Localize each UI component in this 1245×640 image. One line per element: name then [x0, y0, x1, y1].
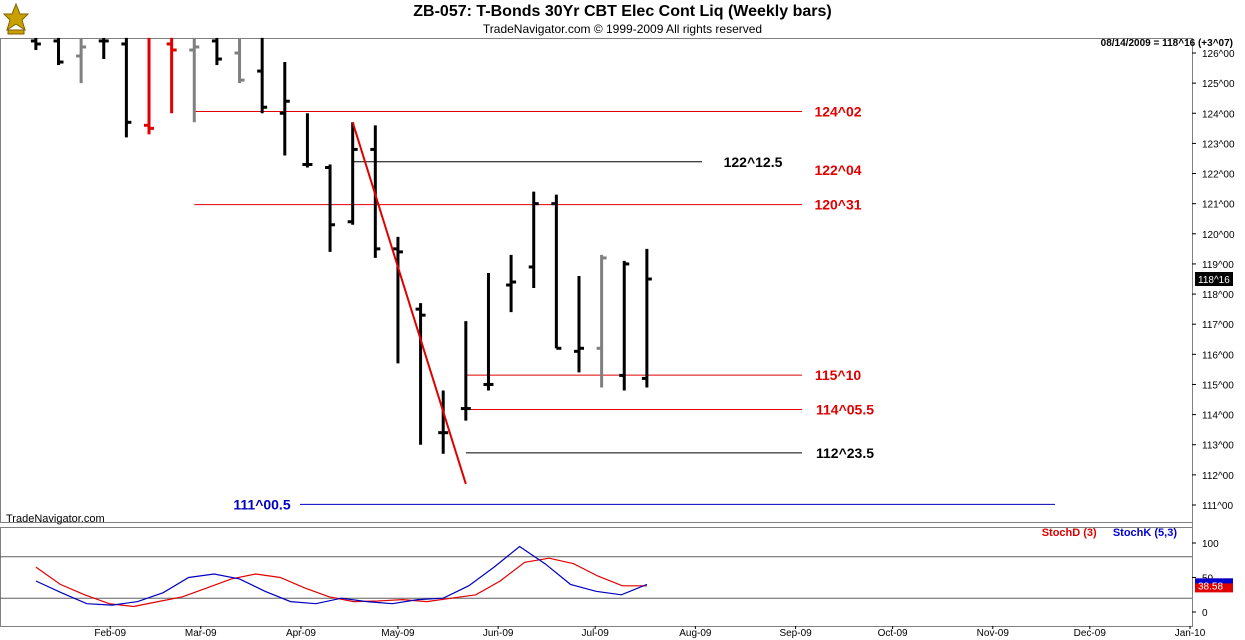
stoch-k-legend: StochK (5,3)	[1112, 527, 1177, 539]
tradenavigator-logo-icon	[2, 2, 30, 41]
ohlc-bars	[30, 37, 652, 454]
stoch-last-tag-top	[1195, 578, 1233, 584]
price-y-tick-label: 111^00	[1202, 501, 1233, 512]
level-label: 122^12.5	[724, 154, 783, 170]
x-tick-label: Feb-09	[94, 628, 126, 639]
price-y-tick-label: 115^00	[1202, 380, 1234, 391]
level-label: 122^04	[814, 162, 861, 178]
ohlc-bar	[279, 62, 290, 156]
level-label: 111^00.5	[233, 496, 290, 512]
ohlc-bar	[528, 191, 539, 289]
ohlc-bar	[98, 37, 109, 60]
ohlc-bar	[483, 272, 494, 391]
price-y-tick-label: 112^00	[1202, 471, 1234, 482]
price-y-tick-label: 116^00	[1202, 350, 1234, 361]
stoch-y-tick-label: 100	[1202, 539, 1219, 550]
last-price-tag-bg	[1195, 272, 1233, 286]
trendline	[351, 122, 467, 485]
price-y-tick-label: 120^00	[1202, 230, 1235, 241]
ohlc-bar	[257, 37, 268, 114]
watermark: TradeNavigator.com	[6, 513, 105, 525]
price-y-tick-label: 122^00	[1202, 170, 1235, 181]
stoch-series-k	[35, 545, 648, 606]
ohlc-bar	[325, 164, 336, 252]
x-tick-label: Aug-09	[679, 628, 712, 639]
ohlc-bar	[30, 37, 41, 50]
price-y-tick-label: 117^00	[1202, 320, 1234, 331]
ohlc-bar	[121, 37, 132, 138]
x-tick-label: Jun-09	[483, 628, 514, 639]
ohlc-bar	[347, 122, 358, 225]
ohlc-bar	[551, 194, 562, 350]
stoch-legend: StochD (3) StochK (5,3)	[1042, 527, 1177, 539]
ohlc-bar	[53, 37, 64, 66]
price-y-tick-label: 113^00	[1202, 441, 1234, 452]
stoch-y-tick-label: 0	[1202, 608, 1208, 619]
ohlc-bar	[76, 37, 87, 84]
price-y-tick-label: 123^00	[1202, 139, 1235, 150]
x-tick-label: Sep-09	[779, 628, 812, 639]
level-label: 112^23.5	[816, 445, 874, 461]
price-y-tick-label: 125^00	[1202, 79, 1235, 90]
level-label: 115^10	[815, 367, 862, 383]
x-tick-label: Nov-09	[977, 628, 1010, 639]
ohlc-bar	[506, 254, 517, 313]
level-label: 114^05.5	[816, 401, 874, 417]
stoch-series-d	[35, 557, 647, 608]
last-price-tag: 118^16	[1198, 275, 1230, 286]
ohlc-bar	[460, 321, 471, 421]
ohlc-bar	[144, 37, 155, 135]
price-y-tick-label: 121^00	[1202, 200, 1235, 211]
ohlc-bar	[438, 390, 449, 454]
ohlc-bar	[415, 303, 426, 445]
ohlc-bar	[234, 37, 245, 84]
x-axis: Feb-09 Mar-09 Apr-09 May-09 Jun-09 Jul-09 Aug-…	[94, 626, 1206, 639]
price-y-tick-label: 126^00	[1202, 49, 1235, 60]
level-label: 120^31	[814, 197, 861, 213]
price-y-tick-label: 124^00	[1202, 109, 1235, 120]
chart-title: ZB-057: T-Bonds 30Yr CBT Elec Cont Liq (…	[413, 3, 832, 20]
price-y-tick-label: 118^00	[1202, 290, 1234, 301]
ohlc-bar	[211, 37, 222, 66]
price-readout: 08/14/2009 = 118^16 (+3^07)	[1100, 38, 1233, 49]
x-tick-label: Dec-09	[1074, 628, 1107, 639]
x-tick-label: Jan-10	[1175, 628, 1206, 639]
x-tick-label: Oct-09	[878, 628, 908, 639]
chart-subtitle: TradeNavigator.com © 1999-2009 All right…	[482, 22, 763, 36]
ohlc-bar	[619, 260, 630, 391]
stoch-panel-frame	[0, 527, 1193, 627]
ohlc-bar	[596, 254, 607, 388]
level-label: 124^02	[814, 103, 861, 119]
stoch-last-tag: 38.58	[1198, 581, 1223, 592]
x-tick-label: Mar-09	[185, 628, 217, 639]
ohlc-bar	[166, 37, 177, 114]
x-tick-label: Apr-09	[286, 628, 316, 639]
stoch-d-legend: StochD (3)	[1041, 527, 1097, 539]
x-tick-label: May-09	[381, 628, 415, 639]
ohlc-bar	[573, 275, 584, 373]
ohlc-bar	[302, 113, 313, 168]
price-y-tick-label: 119^00	[1202, 260, 1234, 271]
ohlc-bar	[641, 248, 652, 388]
level-lines: 124^02 122^12.5 122^04 120^31 115^10 114^05.5…	[194, 103, 1055, 512]
price-y-tick-label: 114^00	[1202, 411, 1234, 422]
x-tick-label: Jul-09	[582, 628, 610, 639]
ohlc-bar	[392, 236, 403, 364]
ohlc-bar	[189, 37, 200, 123]
price-y-axis: 126^00 125^00 124^00 123^00 122^00 121^00 120^…	[1192, 49, 1235, 512]
